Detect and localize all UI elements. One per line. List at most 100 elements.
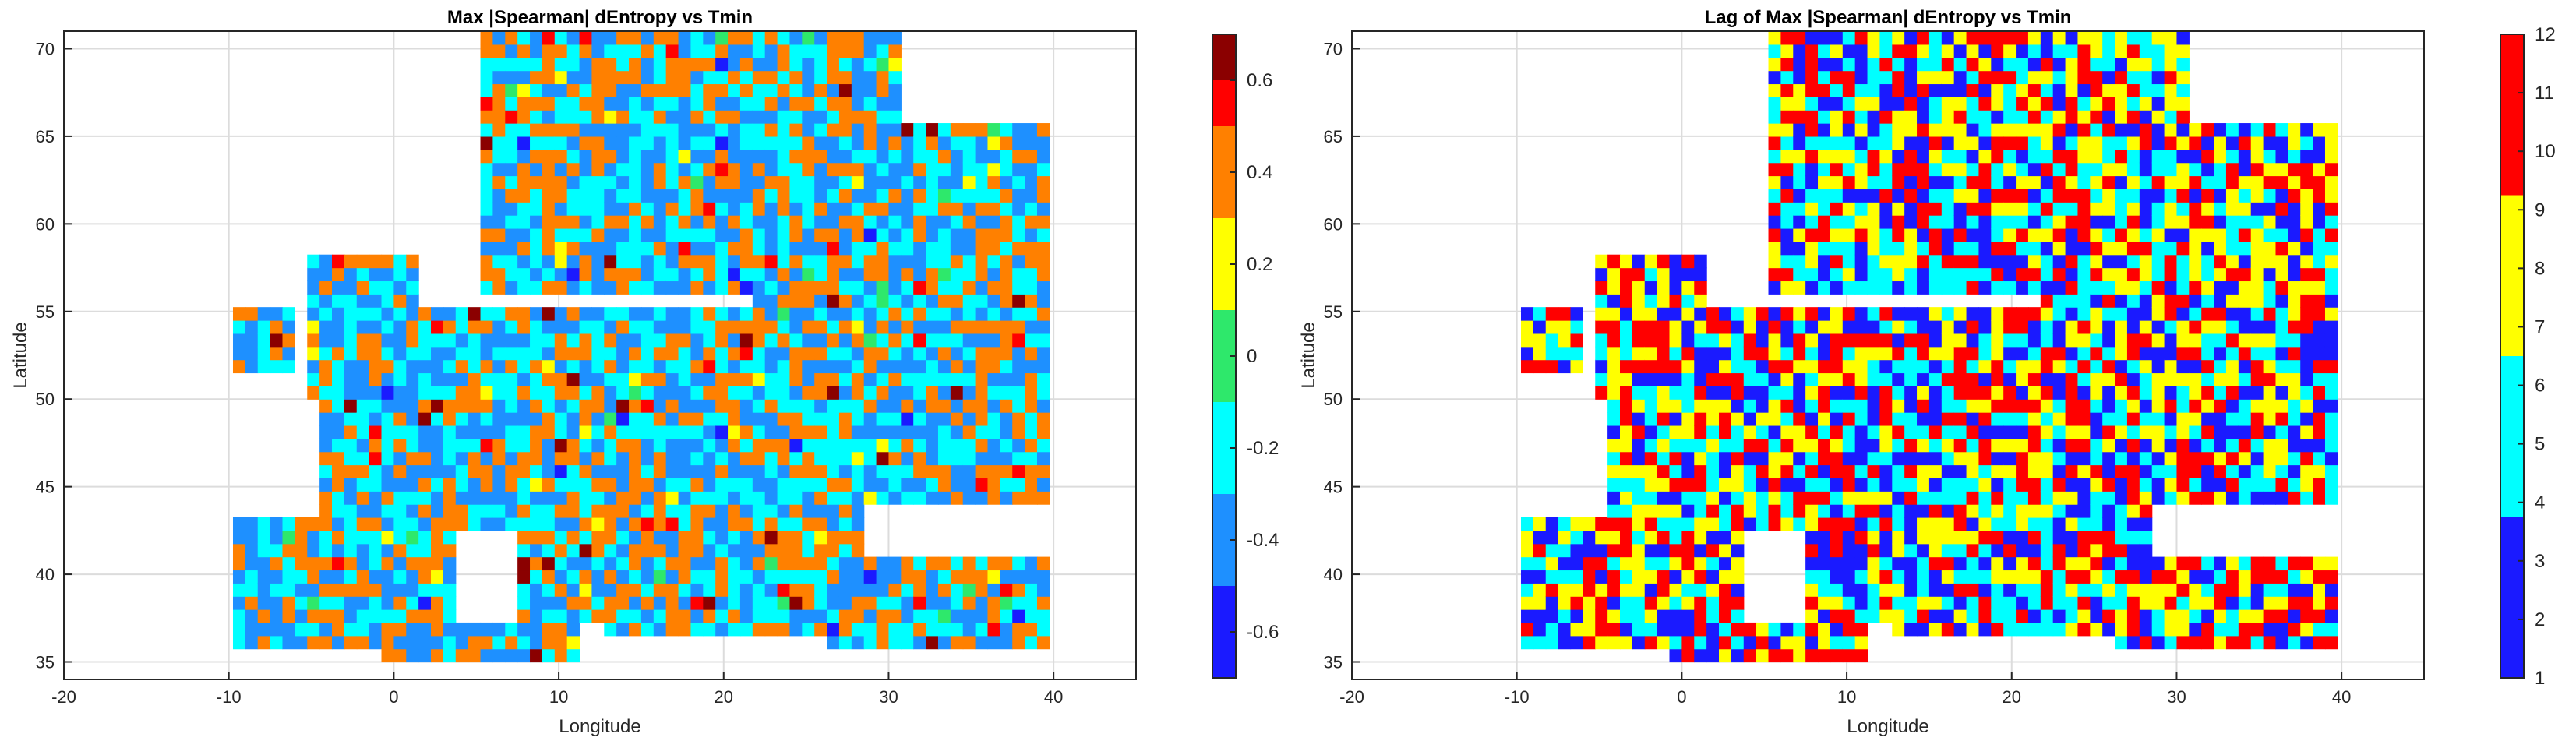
heatmap-cell (740, 150, 753, 163)
heatmap-cell (1657, 439, 1670, 452)
heatmap-cell (1681, 623, 1694, 636)
heatmap-cell (1855, 478, 1868, 491)
heatmap-cell (1595, 517, 1607, 531)
heatmap-cell (888, 320, 901, 333)
heatmap-cell (270, 347, 283, 360)
heatmap-cell (1744, 491, 1756, 504)
heatmap-cell (1012, 412, 1025, 425)
heatmap-cell (1991, 386, 2003, 399)
heatmap-cell (679, 242, 691, 255)
heatmap-cell (901, 386, 913, 399)
heatmap-cell (938, 215, 951, 228)
heatmap-cell (1830, 478, 1843, 491)
heatmap-cell (1868, 202, 1880, 215)
heatmap-cell (715, 242, 728, 255)
heatmap-cell (517, 202, 530, 215)
heatmap-cell (2090, 136, 2102, 150)
heatmap-cell (567, 649, 580, 662)
heatmap-cell (555, 31, 567, 44)
heatmap-cell (2028, 425, 2041, 439)
heatmap-cell (963, 202, 976, 215)
heatmap-cell (2165, 163, 2177, 176)
heatmap-cell (555, 491, 567, 504)
heatmap-cell (1991, 347, 2003, 360)
heatmap-cell (369, 504, 382, 517)
heatmap-cell (616, 465, 629, 478)
heatmap-cell (1037, 557, 1050, 570)
heatmap-cell (332, 531, 344, 544)
heatmap-cell (1843, 636, 1855, 649)
heatmap-cell (629, 347, 641, 360)
heatmap-cell (616, 31, 629, 44)
heatmap-cell (604, 596, 616, 609)
heatmap-cell (307, 583, 319, 596)
heatmap-cell (728, 386, 740, 399)
heatmap-cell (679, 215, 691, 228)
heatmap-cell (1657, 557, 1670, 570)
heatmap-cell (2251, 176, 2264, 189)
heatmap-cell (1904, 44, 1917, 58)
heatmap-cell (580, 97, 592, 110)
heatmap-cell (1756, 360, 1769, 373)
heatmap-cell (1731, 333, 1744, 347)
heatmap-cell (2300, 557, 2313, 570)
heatmap-cell (382, 280, 394, 294)
heatmap-cell (2288, 242, 2300, 255)
heatmap-cell (1855, 202, 1868, 215)
heatmap-cell (233, 531, 245, 544)
heatmap-cell (492, 465, 505, 478)
heatmap-cell (703, 425, 715, 439)
heatmap-cell (2251, 255, 2264, 268)
heatmap-cell (951, 570, 963, 583)
heatmap-cell (1967, 280, 1979, 294)
heatmap-cell (1681, 478, 1694, 491)
heatmap-cell (505, 347, 517, 360)
heatmap-cell (1000, 136, 1012, 150)
heatmap-cell (778, 268, 790, 281)
heatmap-cell (2028, 176, 2041, 189)
heatmap-cell (517, 412, 530, 425)
heatmap-cell (2239, 333, 2251, 347)
heatmap-cell (1929, 255, 1942, 268)
heatmap-cell (789, 136, 802, 150)
heatmap-cell (814, 136, 827, 150)
heatmap-cell (1719, 544, 1731, 557)
heatmap-cell (2251, 294, 2264, 307)
heatmap-cell (1904, 412, 1917, 425)
heatmap-cell (1719, 583, 1731, 596)
heatmap-cell (382, 649, 394, 662)
heatmap-cell (2165, 320, 2177, 333)
heatmap-cell (2127, 360, 2140, 373)
heatmap-cell (1830, 439, 1843, 452)
heatmap-cell (1830, 110, 1843, 123)
heatmap-cell (2165, 215, 2177, 228)
heatmap-cell (530, 150, 542, 163)
heatmap-cell (270, 583, 283, 596)
heatmap-cell (1607, 465, 1620, 478)
heatmap-cell (542, 215, 555, 228)
heatmap-cell (1818, 386, 1830, 399)
heatmap-cell (1694, 347, 1706, 360)
heatmap-cell (2115, 320, 2127, 333)
heatmap-cell (1818, 320, 1830, 333)
heatmap-cell (492, 347, 505, 360)
heatmap-cell (2325, 176, 2338, 189)
heatmap-cell (530, 44, 542, 58)
heatmap-cell (2214, 202, 2226, 215)
heatmap-cell (1954, 255, 1967, 268)
heatmap-cell (2028, 360, 2041, 373)
heatmap-cell (938, 189, 951, 202)
heatmap-cell (2152, 255, 2165, 268)
heatmap-cell (616, 452, 629, 465)
heatmap-cell (926, 307, 938, 320)
heatmap-cell (802, 83, 814, 97)
heatmap-cell (2214, 439, 2226, 452)
heatmap-cell (393, 544, 406, 557)
heatmap-cell (555, 83, 567, 97)
heatmap-cell (951, 228, 963, 242)
heatmap-cell (2066, 465, 2078, 478)
heatmap-cell (295, 609, 307, 623)
heatmap-cell (2003, 242, 2016, 255)
heatmap-cell (1929, 320, 1942, 333)
heatmap-cell (1991, 71, 2003, 84)
